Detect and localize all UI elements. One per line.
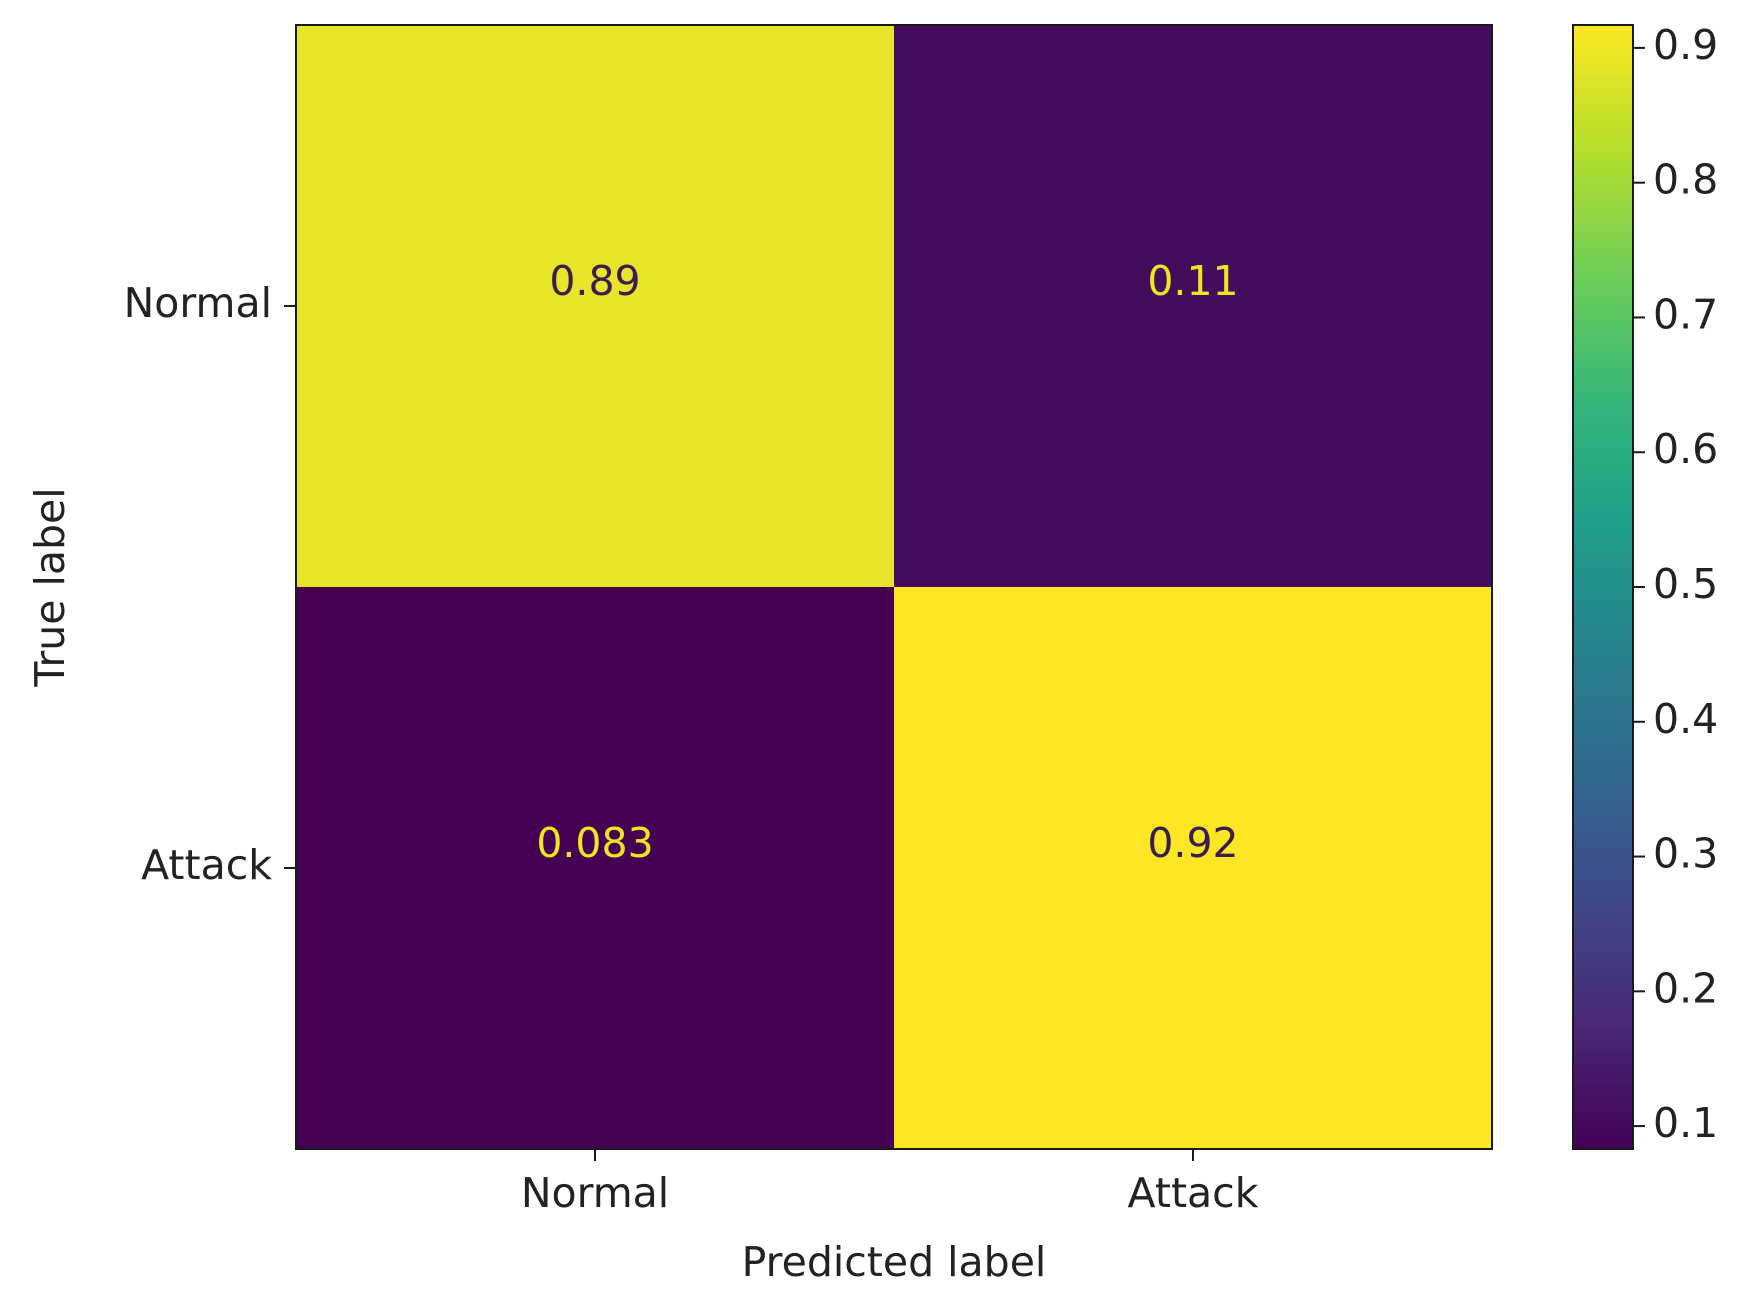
heatmap-cells <box>296 25 1492 1149</box>
colorbar-tick-label: 0.7 <box>1653 290 1718 338</box>
cell-value-label-1-0: 0.083 <box>536 819 653 867</box>
y-axis-label: True label <box>26 487 74 687</box>
heatmap-cell-1-1 <box>894 587 1492 1149</box>
heatmap-value-labels: 0.89 0.11 0.083 0.92 <box>536 257 1238 867</box>
y-axis: Normal Attack <box>124 279 296 889</box>
colorbar-tick-label: 0.9 <box>1653 21 1718 69</box>
colorbar-tick-label: 0.6 <box>1653 425 1718 473</box>
x-axis-label: Predicted label <box>742 1238 1047 1286</box>
heatmap-cell-0-1 <box>894 25 1492 587</box>
x-tick-label: Normal <box>521 1169 669 1217</box>
y-tick-label: Attack <box>141 841 272 889</box>
cell-value-label-0-1: 0.11 <box>1147 257 1238 305</box>
heatmap-cell-0-0 <box>296 25 894 587</box>
y-tick-label: Normal <box>124 279 272 327</box>
cell-value-label-1-1: 0.92 <box>1147 819 1238 867</box>
colorbar-tick-label: 0.2 <box>1653 964 1718 1012</box>
x-axis: Normal Attack <box>521 1149 1259 1217</box>
colorbar-ticks: 0.1 0.2 0.3 0.4 0.5 0.6 0.7 0.8 0.9 <box>1633 21 1718 1147</box>
heatmap-cell-1-0 <box>296 587 894 1149</box>
matrix-frame <box>295 24 1493 1150</box>
x-tick-label: Attack <box>1128 1169 1259 1217</box>
colorbar-tick-label: 0.8 <box>1653 156 1718 204</box>
colorbar-tick-label: 0.1 <box>1653 1099 1718 1147</box>
colorbar-tick-label: 0.4 <box>1653 695 1718 743</box>
colorbar-gradient <box>1573 25 1633 1149</box>
colorbar-tick-label: 0.5 <box>1653 560 1718 608</box>
cell-value-label-0-0: 0.89 <box>549 257 640 305</box>
colorbar: 0.1 0.2 0.3 0.4 0.5 0.6 0.7 0.8 0.9 <box>1572 21 1718 1150</box>
colorbar-tick-label: 0.3 <box>1653 830 1718 878</box>
